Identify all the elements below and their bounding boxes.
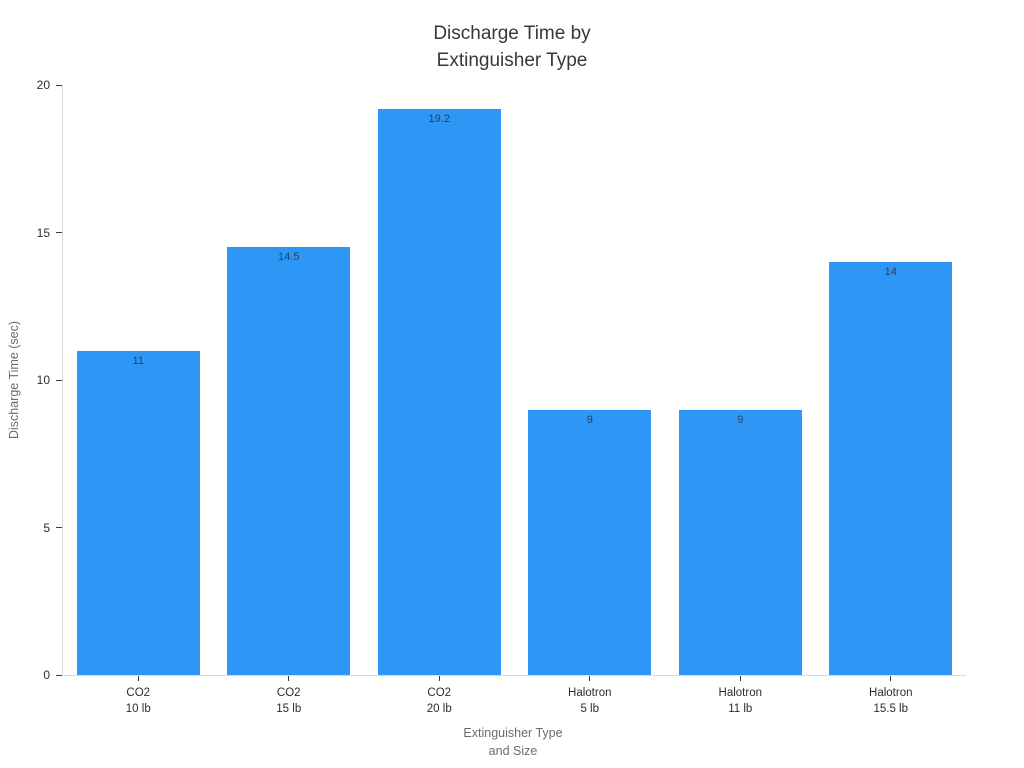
bar: 19.2 xyxy=(377,108,501,675)
x-tick-label: Halotron 15.5 lb xyxy=(869,687,913,715)
bar-value-label: 19.2 xyxy=(428,112,450,125)
y-tick-mark xyxy=(56,527,62,528)
bar: 14.5 xyxy=(227,247,351,675)
y-tick-label: 5 xyxy=(43,520,50,535)
bar: 9 xyxy=(528,409,652,675)
bar-value-label: 14 xyxy=(884,266,897,278)
bar-value-label: 9 xyxy=(586,413,593,426)
x-tick-label: Halotron 11 lb xyxy=(718,687,762,715)
y-tick-mark xyxy=(56,232,62,233)
y-tick-label: 15 xyxy=(36,225,50,240)
x-tick-label: Halotron 5 lb xyxy=(568,687,612,715)
x-tick-mark xyxy=(589,676,591,681)
bar: 9 xyxy=(678,409,802,675)
y-tick-label: 10 xyxy=(36,373,50,387)
x-tick-label: CO2 15 lb xyxy=(276,687,302,715)
y-tick-label: 0 xyxy=(43,668,50,682)
x-tick-label: CO2 10 lb xyxy=(125,687,151,715)
y-axis-title: Discharge Time (sec) xyxy=(7,320,21,440)
bar-value-label: 14.5 xyxy=(278,251,300,264)
x-axis-title: Extinguisher Type and Size xyxy=(463,726,563,758)
chart-title: Discharge Time by Extinguisher Type xyxy=(433,23,591,71)
y-tick-label: 20 xyxy=(36,78,50,92)
plot-area: 0 5 10 15 20 11 CO2 10 lb 14.5 CO2 15 lb 19.2 CO2 … xyxy=(37,78,966,715)
x-tick-mark xyxy=(137,676,139,681)
bar-value-label: 11 xyxy=(132,354,144,367)
bar: 14 xyxy=(829,262,953,675)
bar: 11 xyxy=(76,350,200,675)
y-tick-mark xyxy=(56,84,62,86)
y-tick-mark xyxy=(56,379,62,381)
bar-value-label: 9 xyxy=(737,413,744,426)
x-tick-mark xyxy=(438,676,440,681)
x-tick-mark xyxy=(288,676,290,681)
y-tick-mark xyxy=(56,674,62,676)
x-tick-mark xyxy=(739,676,741,681)
x-tick-mark xyxy=(890,676,892,681)
x-tick-label: CO2 20 lb xyxy=(426,687,452,715)
